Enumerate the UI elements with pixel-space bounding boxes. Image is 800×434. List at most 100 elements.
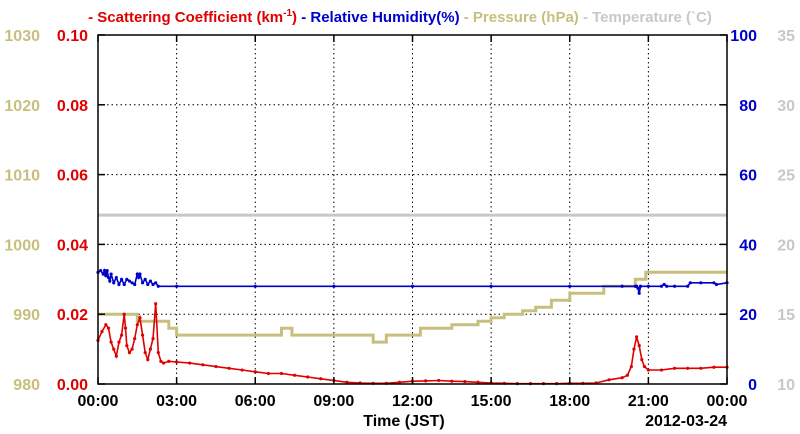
legend: - Scattering Coefficient (km-1) - Relati… <box>88 8 712 26</box>
scattering-coefficient-km-point <box>240 368 244 372</box>
relative-humidity-point <box>175 284 179 288</box>
relative-humidity-point <box>127 279 132 283</box>
relative-humidity-point <box>489 284 493 288</box>
relative-humidity-point <box>104 274 108 278</box>
relative-humidity-point <box>662 282 666 287</box>
scattering-coefficient-km-point <box>214 364 218 369</box>
relative-humidity-point <box>156 284 160 288</box>
relative-humidity-point <box>133 282 137 287</box>
scattering-coefficient-km-point <box>345 380 349 384</box>
relative-humidity-point <box>410 284 415 288</box>
relative-humidity-point <box>143 277 147 281</box>
scattering-coefficient-km-point <box>292 373 297 377</box>
scattering-coefficient-km-point <box>253 370 257 374</box>
relative-humidity-point <box>130 281 134 285</box>
relative-humidity-point <box>665 284 669 288</box>
scattering-coefficient-km-point <box>167 359 171 363</box>
relative-humidity-point <box>620 284 624 288</box>
temperature-tick-label: 35 <box>777 28 795 45</box>
scattering-coefficient-km-point <box>437 378 441 383</box>
scattering-coefficient-km-point <box>119 333 124 337</box>
relative-humidity-point <box>151 282 155 287</box>
humidity-tick-label: 80 <box>739 98 757 115</box>
scattering-coefficient-km-point <box>632 347 636 351</box>
temperature-axis: 10 15 20 25 30 35 <box>777 28 795 394</box>
scattering-coefficient-km-point <box>227 366 231 370</box>
relative-humidity-point <box>117 282 121 287</box>
plot-frame <box>97 34 728 385</box>
scattering-coefficient-km-point <box>646 368 650 372</box>
relative-humidity-point <box>686 284 690 288</box>
scattering-coefficient-km-point <box>104 323 108 327</box>
relative-humidity-point <box>138 272 142 276</box>
series-layer <box>96 213 729 386</box>
pressure-tick-label: 990 <box>13 307 40 324</box>
legend-sc: - Scattering Coefficient (km <box>88 9 283 26</box>
scattering-coefficient-km-point <box>109 340 113 344</box>
relative-humidity-point <box>109 272 113 276</box>
relative-humidity-point <box>101 272 105 276</box>
scattering-coefficient-km-point <box>397 380 401 384</box>
pressure-tick-label: 1020 <box>4 98 40 115</box>
x-axis-label: Time (JST) <box>363 413 445 430</box>
scattering-coefficient-km-point <box>625 373 630 377</box>
legend-pr: - Pressure (hPa) <box>460 9 579 26</box>
x-tick-label: 06:00 <box>235 393 276 410</box>
scattering-tick-label: 0.08 <box>57 98 88 115</box>
scattering-coefficient-km-point <box>138 316 142 320</box>
scattering-coefficient-km-point <box>125 344 129 348</box>
scattering-coefficient-km-point <box>112 347 116 351</box>
relative-humidity-point <box>154 281 158 285</box>
scattering-coefficient-km-point <box>117 340 121 344</box>
relative-humidity-point <box>148 279 153 283</box>
scattering-coefficient-km-point <box>620 376 624 380</box>
scattering-coefficient-km-point <box>156 350 160 355</box>
humidity-axis: 0 20 40 60 80 100 <box>720 28 757 394</box>
scattering-coefficient-km-point <box>127 350 132 355</box>
scattering-coefficient-km-point <box>629 364 633 369</box>
relative-humidity-point <box>102 268 107 273</box>
scattering-coefficient-km-point <box>133 337 137 341</box>
x-tick-label: 15:00 <box>471 393 512 410</box>
relative-humidity-point <box>135 272 139 276</box>
scattering-coefficient-km-point <box>686 366 690 370</box>
scattering-coefficient-km-point <box>607 378 611 382</box>
humidity-tick-label: 60 <box>739 168 757 185</box>
relative-humidity-point <box>253 284 257 288</box>
temperature-tick-label: 10 <box>777 377 795 394</box>
temperature-tick-label: 30 <box>777 98 795 115</box>
scattering-tick-label: 0.06 <box>57 168 88 185</box>
relative-humidity-point <box>637 291 641 295</box>
relative-humidity-point <box>636 286 640 290</box>
scattering-axis: 0.00 0.02 0.04 0.06 0.08 0.10 <box>57 28 105 394</box>
scattering-coefficient-km-point <box>188 361 192 365</box>
scattering-tick-label: 0.10 <box>57 28 88 45</box>
relative-humidity-point <box>140 281 145 285</box>
scattering-coefficient-km-point <box>672 366 677 370</box>
scattering-coefficient-km-point <box>201 363 205 367</box>
pressure-tick-label: 1000 <box>4 237 40 254</box>
scattering-coefficient-km-point <box>642 364 647 369</box>
scattering-coefficient-km-point <box>123 326 128 330</box>
relative-humidity-point <box>646 284 650 288</box>
pressure-hpa-line <box>98 270 727 344</box>
scattering-coefficient-km-point <box>122 312 126 316</box>
scattering-tick-label: 0.02 <box>57 307 88 324</box>
relative-humidity-point <box>712 281 716 285</box>
scattering-coefficient-km-point <box>476 380 480 384</box>
scattering-coefficient-km-point <box>266 371 270 376</box>
relative-humidity-point <box>638 284 643 288</box>
scattering-coefficient-km-point <box>712 365 716 369</box>
scattering-coefficient-km-point <box>146 357 150 362</box>
legend-tp: - Temperature (`C) <box>579 9 712 26</box>
x-tick-label: 00:00 <box>707 393 748 410</box>
relative-humidity-point <box>108 279 112 283</box>
relative-humidity-point <box>106 275 111 280</box>
scattering-coefficient-km-point <box>130 347 134 351</box>
relative-humidity-point <box>568 284 572 288</box>
humidity-tick-label: 0 <box>748 377 757 394</box>
scattering-coefficient-km-point <box>140 333 145 337</box>
relative-humidity-point <box>119 277 124 281</box>
relative-humidity-point <box>332 284 336 288</box>
